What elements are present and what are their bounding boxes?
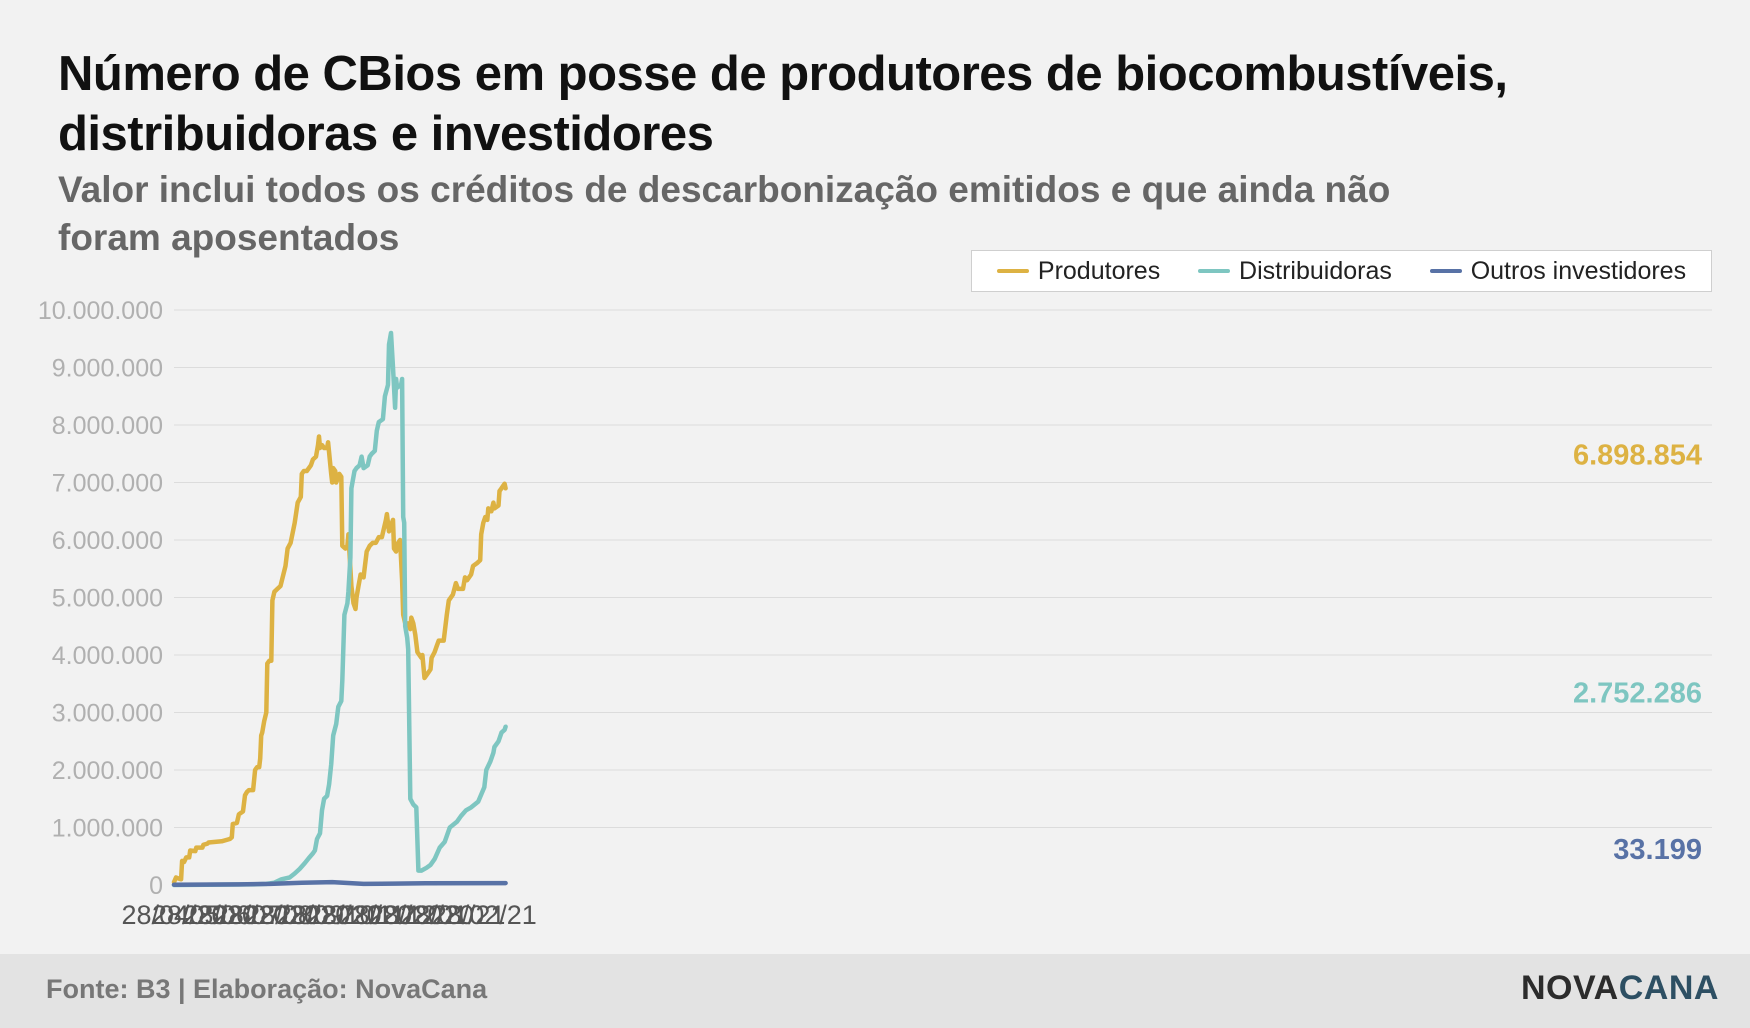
end-value-label-outros-investidores: 33.199 — [1613, 834, 1702, 866]
x-tick-label: 28/10/20 — [307, 900, 412, 930]
y-tick-label: 4.000.000 — [52, 642, 163, 670]
legend-label-produtores: Produtores — [1037, 256, 1161, 285]
legend-swatch-distribuidoras — [1198, 269, 1231, 273]
legend-label-distribuidoras: Distribuidoras — [1239, 256, 1392, 285]
x-tick-label: 28/06/20 — [183, 900, 288, 930]
legend-item-distribuidoras: Distribuidoras — [1198, 257, 1392, 286]
x-tick-label: 28/11/20 — [339, 900, 442, 930]
y-tick-label: 3.000.000 — [52, 700, 163, 728]
logo-part-nova: NOVA — [1521, 969, 1619, 1007]
x-tick-label: 28/05/20 — [152, 900, 257, 930]
y-tick-label: 10.000.000 — [38, 297, 163, 325]
y-tick-label: 6.000.000 — [52, 527, 163, 555]
x-tick-label: 28/04/20 — [121, 900, 226, 930]
source-note: Fonte: B3 | Elaboração: NovaCana — [46, 974, 488, 1004]
legend-item-produtores: Produtores — [996, 256, 1161, 286]
footer: Fonte: B3 | Elaboração: NovaCana NOVACAN… — [0, 954, 1750, 1028]
legend-item-outros-investidores: Outros investidores — [1429, 256, 1687, 286]
y-tick-label: 1.000.000 — [52, 815, 163, 843]
y-tick-label: 0 — [149, 872, 163, 900]
chart-subtitle: Valor inclui todos os créditos de descar… — [58, 169, 1391, 258]
legend-swatch-produtores — [996, 269, 1029, 273]
x-tick-label: 28/09/20 — [277, 900, 382, 930]
chart-legend: Produtores Distribuidoras Outros investi… — [971, 250, 1712, 292]
series-line-produtores — [171, 434, 508, 885]
series-line-distribuidoras — [171, 330, 508, 888]
legend-label-outros-investidores: Outros investidores — [1470, 256, 1687, 285]
logo-part-cana: CANA — [1618, 969, 1719, 1007]
x-tick-label: 28/08/20 — [245, 900, 350, 930]
series-line-outros-investidores — [171, 879, 508, 887]
y-tick-label: 8.000.000 — [52, 412, 163, 440]
line-chart: 0 1.000.000 2.000.000 3.000.000 4.000.000 5.0… — [38, 297, 1712, 930]
x-tick-label: 28/12/20 — [369, 900, 474, 930]
novacana-logo: NOVACANA — [1521, 969, 1719, 1008]
end-value-label-produtores: 6.898.854 — [1573, 439, 1702, 471]
chart-title: Número de CBios em posse de produtores d… — [58, 47, 1508, 161]
x-tick-label: 28/07/20 — [214, 900, 319, 930]
y-tick-label: 2.000.000 — [52, 757, 163, 785]
y-tick-label: 7.000.000 — [52, 470, 163, 498]
x-tick-label: 28/01/21 — [400, 900, 505, 930]
y-tick-label: 5.000.000 — [52, 585, 163, 613]
end-value-label-distribuidoras: 2.752.286 — [1573, 678, 1702, 710]
x-tick-label: 28/02/21 — [432, 900, 537, 930]
legend-swatch-outros-investidores — [1429, 269, 1462, 273]
y-tick-label: 9.000.000 — [52, 355, 163, 383]
